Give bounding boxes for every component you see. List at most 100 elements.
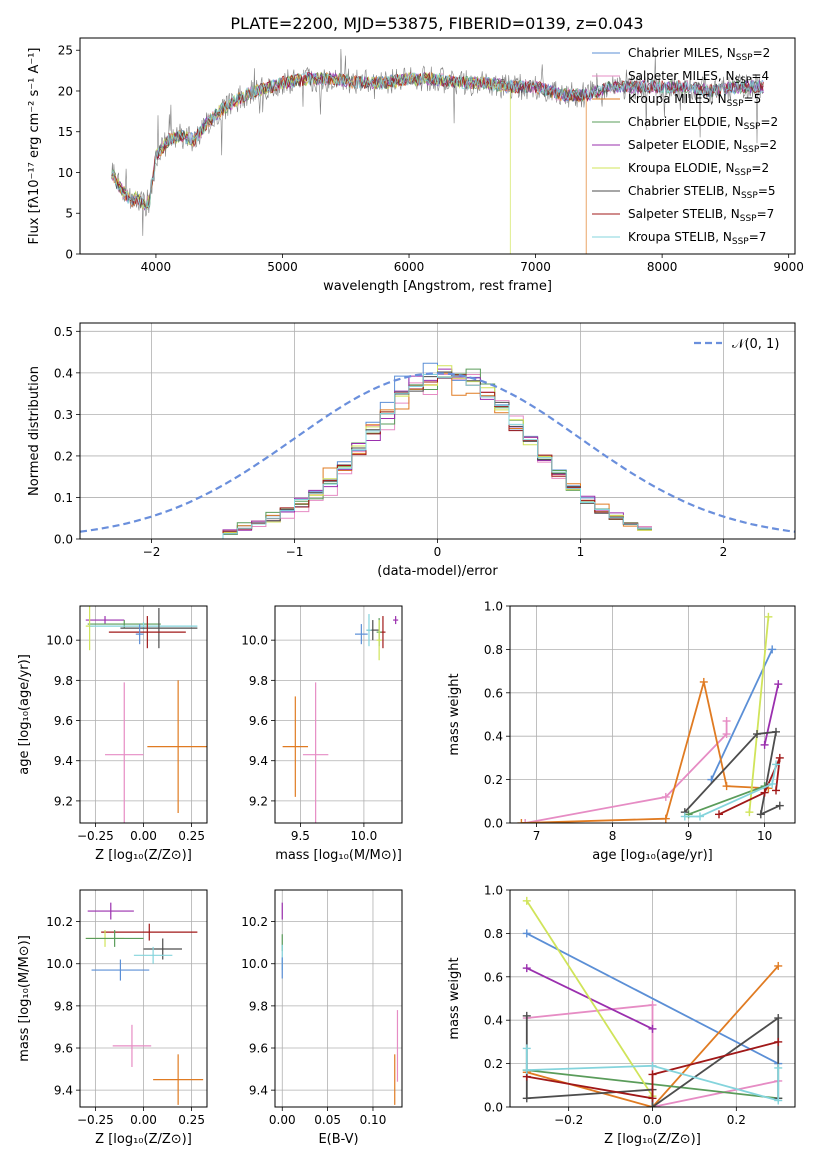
line-salpeter-elodie xyxy=(763,683,780,746)
y-tick-label: 9.2 xyxy=(54,794,73,808)
point-salpeter-miles xyxy=(105,682,144,823)
plot-area-mass-weight-vs-age xyxy=(517,612,784,823)
x-tick-label: 9.5 xyxy=(291,829,310,843)
axes-age-vs-mass: 9.5 10.0 9.2 9.4 9.6 9.8 10.0 mass [log₁₀(M/M⊙)… xyxy=(241,605,403,863)
point-kroupa-stelib xyxy=(89,622,198,631)
x-tick-label: 0.0 xyxy=(643,1113,662,1127)
y-axis-label: Flux [fλ10⁻¹⁷ erg cm⁻² s⁻¹ A⁻¹] xyxy=(27,48,42,245)
figure-title: PLATE=2200, MJD=53875, FIBERID=0139, z=0… xyxy=(230,14,643,33)
point-salpeter-stelib xyxy=(101,923,198,941)
marker-salpeter-elodie xyxy=(648,1024,657,1033)
marker-salpeter-elodie xyxy=(774,680,783,689)
marker-salpeter-stelib xyxy=(760,788,769,797)
x-tick-label: 9000 xyxy=(773,260,804,274)
marker-salpeter-stelib xyxy=(648,1070,657,1079)
x-tick-label: −0.25 xyxy=(77,1113,114,1127)
marker-salpeter-stelib xyxy=(775,753,784,762)
x-tick-label: 8000 xyxy=(647,260,678,274)
x-tick-label: 0.2 xyxy=(727,1113,746,1127)
line-chabrier-miles xyxy=(710,649,774,780)
point-chabrier-miles xyxy=(355,624,368,645)
axes-mass-vs-Z: −0.25 0.00 0.25 9.4 9.6 9.8 10.0 10.2 Z [log₁₀(Z… xyxy=(17,889,208,1147)
y-tick-label: 0.2 xyxy=(54,449,73,463)
point-salpeter-elodie xyxy=(85,616,125,625)
plot-area-age-vs-mass xyxy=(282,614,399,823)
y-tick-label: 15 xyxy=(58,125,73,139)
point-chabrier-stelib xyxy=(120,608,198,649)
axes-mass-vs-EBV: 0.00 0.05 0.10 9.4 9.6 9.8 10.0 10.2 E(B-V) xyxy=(241,889,403,1147)
y-tick-label: 10.0 xyxy=(241,957,268,971)
y-tick-label: 10 xyxy=(58,166,73,180)
marker-chabrier-stelib xyxy=(756,810,765,819)
marker-kroupa-stelib xyxy=(696,812,704,821)
legend: 𝒩(0, 1) xyxy=(694,337,779,352)
y-axis-label: mass weight xyxy=(447,673,462,755)
x-tick-label: 2 xyxy=(720,545,728,559)
axes-frame xyxy=(274,889,403,1108)
y-tick-label: 0.4 xyxy=(484,730,503,744)
y-tick-label: 10.0 xyxy=(241,634,268,648)
marker-chabrier-stelib xyxy=(648,1103,657,1107)
marker-kroupa-stelib xyxy=(768,779,777,788)
marker-salpeter-miles xyxy=(661,792,670,801)
y-tick-label: 10.0 xyxy=(46,957,73,971)
x-tick-label: −0.25 xyxy=(77,829,114,843)
y-tick-label: 0.5 xyxy=(54,325,73,339)
y-axis-label: mass weight xyxy=(447,957,462,1039)
point-chabrier-elodie xyxy=(85,930,144,947)
marker-salpeter-miles xyxy=(521,819,530,823)
y-tick-label: 9.6 xyxy=(249,1042,268,1056)
point-salpeter-miles xyxy=(112,1024,152,1067)
y-tick-label: 9.6 xyxy=(54,1042,73,1056)
x-tick-label: 6000 xyxy=(394,260,425,274)
axes-frame xyxy=(79,605,208,824)
marker-chabrier-stelib xyxy=(522,1011,531,1020)
normal-curve xyxy=(80,372,795,533)
marker-kroupa-miles xyxy=(517,819,526,823)
y-tick-label: 25 xyxy=(58,44,73,58)
marker-salpeter-stelib xyxy=(648,1094,657,1103)
legend-label-salpeter-miles: Salpeter MILES, NSSP=4 xyxy=(628,69,769,86)
marker-chabrier-stelib xyxy=(522,1094,531,1103)
line-salpeter-stelib xyxy=(526,1041,779,1100)
legend-label-normal: 𝒩(0, 1) xyxy=(732,337,779,352)
marker-kroupa-miles xyxy=(661,814,670,823)
axes-frame xyxy=(509,605,796,824)
axes-frame xyxy=(79,37,796,255)
legend-label-salpeter-elodie: Salpeter ELODIE, NSSP=2 xyxy=(628,138,777,155)
y-tick-label: 9.4 xyxy=(54,1084,73,1098)
marker-kroupa-elodie xyxy=(764,612,773,621)
plot-area-mass-vs-EBV xyxy=(281,902,399,1105)
plot-area-age-vs-Z xyxy=(85,606,207,823)
y-tick-label: 0.8 xyxy=(484,927,503,941)
marker-kroupa-stelib xyxy=(680,812,689,821)
marker-chabrier-stelib xyxy=(774,1014,783,1023)
y-tick-label: 1.0 xyxy=(484,884,503,898)
marker-salpeter-stelib xyxy=(715,810,723,819)
y-tick-label: 1.0 xyxy=(484,600,503,614)
y-tick-label: 10.0 xyxy=(46,634,73,648)
y-tick-label: 20 xyxy=(58,84,73,98)
axes-frame xyxy=(79,889,208,1108)
axes-frame xyxy=(79,322,796,540)
x-tick-label: 0.25 xyxy=(178,1113,205,1127)
x-tick-label: 0.00 xyxy=(130,1113,157,1127)
marker-kroupa-stelib xyxy=(522,1066,531,1075)
plot-area-spectrum xyxy=(111,48,764,254)
x-tick-label: 0.25 xyxy=(178,829,205,843)
x-tick-label: −1 xyxy=(286,545,304,559)
histogram-kroupa-stelib xyxy=(222,374,652,539)
axes-mass-weight-vs-Z: −0.2 0.0 0.2 0.0 0.2 0.4 0.6 0.8 1.0 Z [log₁₀(Z/Z… xyxy=(447,884,796,1147)
x-tick-label: 4000 xyxy=(141,260,172,274)
point-kroupa-stelib xyxy=(366,614,372,647)
point-chabrier-stelib xyxy=(143,938,182,960)
y-tick-label: 5 xyxy=(65,207,73,221)
marker-salpeter-miles xyxy=(722,730,731,739)
point-kroupa-miles xyxy=(147,680,207,813)
x-axis-label: Z [log₁₀(Z/Z⊙)] xyxy=(604,1132,701,1147)
x-tick-label: 0 xyxy=(434,545,442,559)
x-tick-label: 7 xyxy=(533,829,541,843)
y-tick-label: 0.0 xyxy=(484,1101,503,1115)
point-chabrier-elodie xyxy=(87,620,161,629)
point-kroupa-stelib xyxy=(133,946,173,964)
